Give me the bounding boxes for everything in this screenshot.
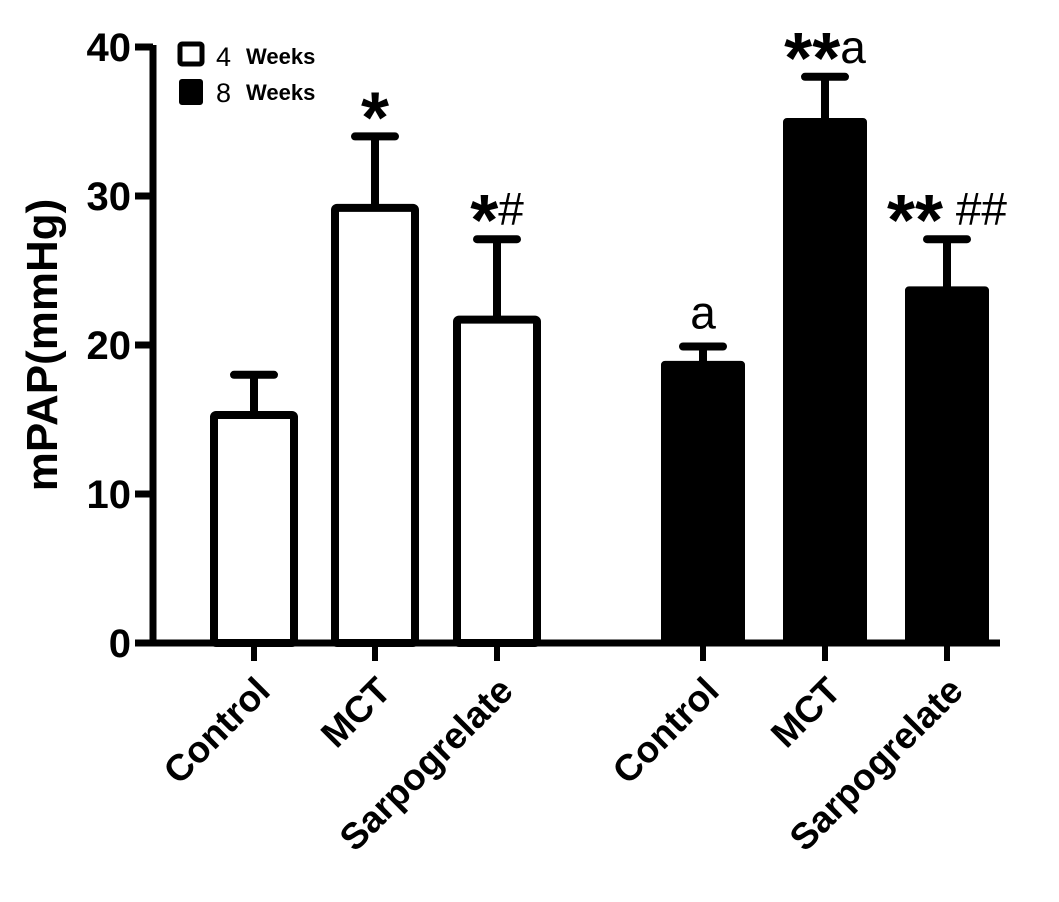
significance-annotation: * [361, 78, 389, 158]
bar [331, 203, 419, 647]
y-tick-label: 10 [87, 473, 132, 517]
x-tick-label: Control [605, 670, 727, 792]
bar [905, 286, 989, 645]
significance-stars: * [470, 181, 498, 261]
bar [210, 411, 298, 647]
significance-stars: * [361, 78, 389, 158]
legend-label-number: 8 [216, 78, 231, 108]
bar [661, 360, 745, 645]
significance-annotation: a [690, 286, 716, 338]
y-tick-label: 20 [87, 324, 132, 368]
y-tick-label: 0 [109, 622, 131, 666]
y-axis-title: mPAP(mmHg) [18, 199, 67, 492]
significance-stars: ** [784, 19, 840, 99]
y-tick-label: 40 [87, 26, 132, 70]
legend-swatch [177, 41, 205, 67]
significance-annotation: **a [784, 19, 866, 99]
x-tick-label: MCT [763, 669, 849, 755]
y-tick-label: 30 [87, 175, 132, 219]
significance-annotation: *# [470, 181, 524, 261]
bar [453, 315, 541, 647]
legend-swatch [179, 79, 203, 105]
x-tick-label: Control [156, 670, 278, 792]
bar [783, 118, 867, 645]
significance-marker: ## [943, 183, 1007, 235]
significance-marker: a [690, 286, 716, 338]
significance-marker: a [840, 21, 866, 73]
legend-label-number: 4 [216, 42, 231, 72]
legend-label-text: Weeks [246, 44, 315, 69]
significance-annotation: ** ## [887, 181, 1007, 261]
significance-marker: # [498, 183, 524, 235]
legend: 4 Weeks 8 Weeks [177, 41, 315, 108]
bars: **#a**a** ## [210, 19, 1007, 647]
legend-label-text: Weeks [246, 80, 315, 105]
significance-stars: ** [887, 181, 943, 261]
x-tick-label: MCT [313, 669, 399, 755]
